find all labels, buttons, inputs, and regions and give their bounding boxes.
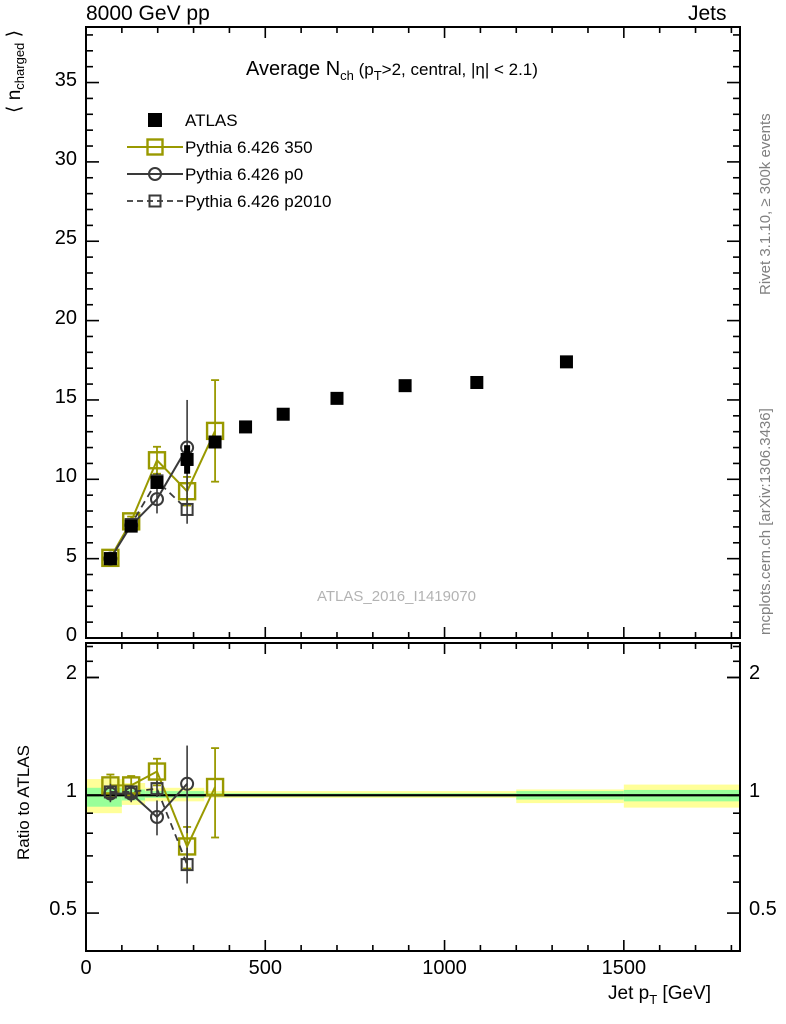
legend-label-1: Pythia 6.426 350 [185,138,313,157]
x-tick-label-0: 0 [80,957,92,979]
x-axis-label-main: Jet p [608,983,650,1004]
legend-marker-pythia-p0 [148,167,162,181]
x-axis-label-sub: T [649,991,658,1007]
header-right: Jets [688,2,727,25]
ratio-marker-pythia-p2010 [180,858,194,872]
main-panel-frame [85,26,741,639]
marker-pythia350 [101,548,120,568]
ratio-marker-pythia-p2010 [124,785,138,799]
ratio-line-pythia-p2010 [110,787,188,865]
series-line-pythia350 [109,430,216,559]
watermark-label: ATLAS_2016_I1419070 [317,588,477,605]
ratio-marker-pythia-p2010 [103,785,117,799]
header-left: 8000 GeV pp [86,2,210,25]
series-line-pythia-p2010 [109,479,188,560]
marker-atlas [208,435,222,449]
series-line-pythia-p0 [109,447,188,560]
ratio-y-tick-label-1: 1 [65,780,77,803]
legend-marker-atlas [148,113,162,127]
y-tick-label-30: 30 [54,147,77,170]
ratio-marker-pythia350 [147,762,167,781]
y-tick-label-0: 0 [65,624,77,646]
marker-pythia350 [147,451,167,470]
marker-atlas [559,355,573,369]
title-rest: (p [353,60,374,79]
title-rest-sub: T [373,68,382,83]
x-tick-label-1500: 1500 [601,957,647,979]
y-tick-label-20: 20 [54,306,77,329]
marker-atlas [124,519,138,533]
ratio-panel-frame [85,642,741,952]
y-tick-label-10: 10 [54,465,77,488]
x-tick-label-1000: 1000 [422,957,467,979]
title-sub: ch [340,68,354,83]
legend-label-0: ATLAS [185,111,238,130]
ratio-marker-pythia-p0 [149,810,164,825]
ratio-line-pythia-p0 [110,783,188,819]
ratio-marker-pythia-p2010 [150,782,164,796]
legend-marker-pythia350 [146,138,164,156]
ratio-marker-pythia350 [205,777,225,797]
legend-label-2: Pythia 6.426 p0 [185,165,304,184]
marker-atlas [330,391,344,405]
plot-title: Average Nch (pT>2, central, |η| < 2.1) [246,58,538,83]
y-tick-label-15: 15 [54,385,77,408]
legend-label-3: Pythia 6.426 p2010 [185,192,332,211]
x-tick-label-500: 500 [248,957,282,979]
title-main: Average N [246,58,341,80]
y-tick-label-5: 5 [65,544,77,567]
marker-atlas [180,452,194,466]
marker-pythia-p0 [149,492,164,507]
x-axis-label: Jet pT [GeV] [608,983,711,1007]
marker-atlas [103,552,117,566]
marker-atlas [150,475,164,489]
y-tick-label-25: 25 [54,227,77,250]
ratio-y-tick-label-2: 2 [65,662,77,685]
y-tick-label-35: 35 [54,68,77,91]
ratio-y-tick-label-right-2: 2 [749,662,761,685]
ratio-marker-pythia-p0 [180,776,195,791]
ratio-y-tick-label-right-0.5: 0.5 [749,898,777,921]
x-axis-label-unit: [GeV] [657,983,712,1004]
legend-marker-pythia-p2010 [148,194,162,208]
marker-atlas [470,375,484,389]
marker-atlas [398,379,412,393]
title-rest2: >2, central, |η| < 2.1) [381,60,538,79]
marker-pythia-p2010 [180,502,194,516]
marker-atlas [239,420,253,434]
ratio-y-tick-label-0.5: 0.5 [49,898,77,921]
marker-atlas [276,407,290,421]
ratio-y-tick-label-right-1: 1 [749,780,761,803]
